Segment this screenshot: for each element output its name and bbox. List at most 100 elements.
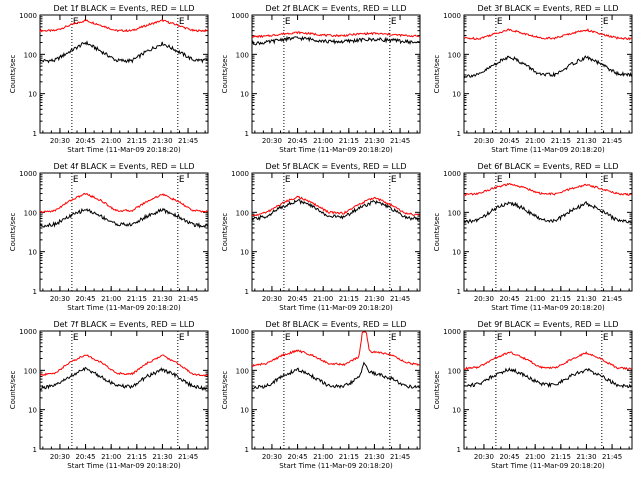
y-tick-label: 10 (240, 407, 249, 415)
event-marker-label: E (391, 333, 397, 343)
y-tick-label: 10 (452, 91, 461, 99)
y-tick-label: 1 (457, 446, 461, 454)
x-tick-label: 21:30 (152, 137, 172, 145)
x-tick-label: 21:15 (127, 295, 147, 303)
chart-panel-1: Det 1f BLACK = Events, RED = LLD 1 10 100 10… (9, 4, 209, 154)
event-marker-label: E (73, 333, 79, 343)
x-tick-label: 21:45 (390, 453, 410, 461)
x-tick-label: 20:30 (50, 295, 70, 303)
series-line-lld (463, 28, 632, 41)
y-tick-label: 100 (448, 209, 461, 217)
x-tick-label: 21:45 (602, 137, 622, 145)
x-axis-label: Start Time (11-Mar-09 20:18:20) (67, 462, 181, 470)
y-tick-label: 100 (24, 209, 37, 217)
x-tick-label: 21:30 (152, 295, 172, 303)
x-tick-label: 21:45 (602, 295, 622, 303)
x-tick-label: 20:45 (75, 295, 95, 303)
plot-frame (463, 172, 633, 292)
y-tick-label: 10 (452, 407, 461, 415)
event-marker-label: E (73, 175, 79, 185)
event-marker-label: E (179, 17, 185, 27)
x-tick-label: 21:15 (551, 453, 571, 461)
chart-title: Det 2f BLACK = Events, RED = LLD (265, 4, 406, 13)
y-tick-label: 10 (28, 407, 37, 415)
y-tick-label: 10 (28, 91, 37, 99)
y-tick-label: 1000 (443, 328, 461, 336)
chart-title: Det 6f BLACK = Events, RED = LLD (477, 162, 618, 171)
y-tick-label: 1 (457, 288, 461, 296)
chart-title: Det 8f BLACK = Events, RED = LLD (265, 320, 406, 329)
x-tick-label: 21:45 (178, 453, 198, 461)
x-tick-label: 21:00 (525, 453, 545, 461)
series-line-lld (39, 19, 208, 33)
y-tick-label: 1 (33, 446, 37, 454)
x-tick-label: 21:00 (101, 453, 121, 461)
x-axis-label: Start Time (11-Mar-09 20:18:20) (279, 304, 393, 312)
event-marker-label: E (285, 175, 291, 185)
x-tick-label: 20:30 (474, 137, 494, 145)
chart-title: Det 1f BLACK = Events, RED = LLD (53, 4, 194, 13)
chart-panel-6: Det 6f BLACK = Events, RED = LLD 1 10 100 10… (433, 162, 633, 312)
y-tick-label: 100 (24, 51, 37, 59)
x-axis-label: Start Time (11-Mar-09 20:18:20) (279, 462, 393, 470)
x-axis-label: Start Time (11-Mar-09 20:18:20) (491, 304, 605, 312)
y-tick-label: 10 (240, 91, 249, 99)
y-tick-label: 100 (448, 367, 461, 375)
x-tick-label: 20:45 (287, 137, 307, 145)
y-tick-label: 1000 (231, 12, 249, 20)
x-tick-label: 21:00 (525, 137, 545, 145)
y-axis-label: Counts/sec (221, 55, 229, 94)
event-marker-label: E (497, 17, 503, 27)
chart-panel-5: Det 5f BLACK = Events, RED = LLD 1 10 100 10… (221, 162, 421, 312)
x-tick-label: 20:30 (262, 137, 282, 145)
series-line-lld (463, 182, 632, 197)
event-marker-label: E (497, 175, 503, 185)
x-tick-label: 21:30 (576, 295, 596, 303)
y-tick-label: 1000 (443, 170, 461, 178)
series-line-lld (39, 192, 208, 214)
x-tick-label: 21:00 (101, 137, 121, 145)
x-tick-label: 21:30 (364, 137, 384, 145)
x-tick-label: 20:30 (262, 453, 282, 461)
event-marker-label: E (603, 175, 609, 185)
x-axis-label: Start Time (11-Mar-09 20:18:20) (279, 146, 393, 154)
y-tick-label: 100 (236, 51, 249, 59)
series-line-events (251, 198, 420, 222)
y-tick-label: 10 (452, 249, 461, 257)
y-axis-label: Counts/sec (433, 213, 441, 252)
plot-frame (463, 14, 633, 134)
x-tick-label: 21:30 (576, 453, 596, 461)
y-axis-label: Counts/sec (9, 213, 17, 252)
series-line-events (251, 35, 420, 46)
x-tick-label: 21:45 (390, 295, 410, 303)
x-tick-label: 21:45 (390, 137, 410, 145)
y-tick-label: 1000 (231, 170, 249, 178)
chart-title: Det 9f BLACK = Events, RED = LLD (477, 320, 618, 329)
x-tick-label: 21:45 (178, 137, 198, 145)
chart-title: Det 5f BLACK = Events, RED = LLD (265, 162, 406, 171)
chart-title: Det 7f BLACK = Events, RED = LLD (53, 320, 194, 329)
x-tick-label: 21:00 (313, 295, 333, 303)
series-line-lld (252, 331, 420, 367)
y-tick-label: 100 (448, 51, 461, 59)
plot-frame (39, 330, 209, 450)
series-line-events (463, 367, 632, 389)
series-line-lld (252, 31, 420, 39)
y-tick-label: 100 (236, 209, 249, 217)
plot-frame (251, 330, 421, 450)
chart-panel-7: Det 7f BLACK = Events, RED = LLD 1 10 100 10… (9, 320, 209, 470)
x-tick-label: 20:30 (262, 295, 282, 303)
y-tick-label: 1 (245, 446, 249, 454)
y-axis-label: Counts/sec (9, 55, 17, 94)
x-tick-label: 21:45 (178, 295, 198, 303)
x-tick-label: 21:30 (364, 453, 384, 461)
event-marker-label: E (285, 333, 291, 343)
y-tick-label: 1 (33, 288, 37, 296)
x-tick-label: 21:15 (339, 295, 359, 303)
chart-title: Det 4f BLACK = Events, RED = LLD (53, 162, 194, 171)
plot-frame (39, 14, 209, 134)
x-tick-label: 20:30 (50, 453, 70, 461)
x-tick-label: 21:15 (339, 137, 359, 145)
plot-frame (463, 330, 633, 450)
